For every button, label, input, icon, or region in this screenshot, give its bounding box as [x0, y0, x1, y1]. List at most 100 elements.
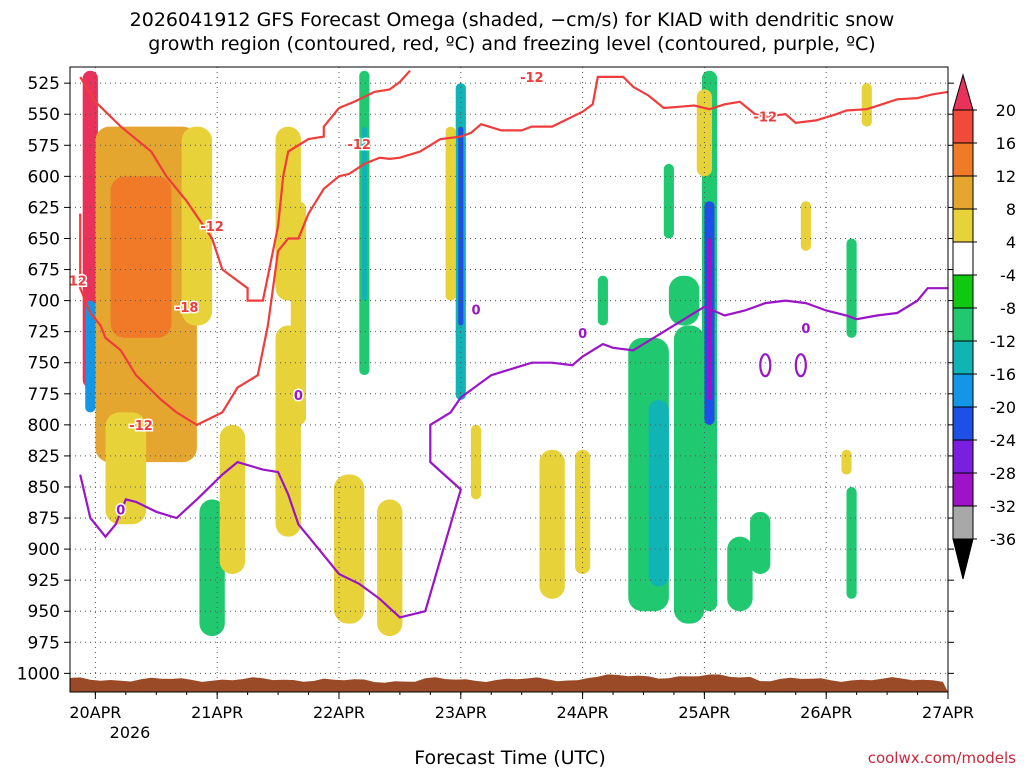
y-tick-label: 1000 [17, 664, 60, 684]
contour-label: -12 [754, 111, 778, 126]
x-axis: 20APR 21APR 22APR 23APR 24APR 25APR 26APR 27APR [69, 692, 974, 722]
y-tick-label: 950 [28, 602, 60, 622]
contour-label: 0 [116, 503, 125, 518]
colorbar-label: -24 [990, 431, 1016, 450]
omega-region [361, 126, 367, 301]
omega-region [85, 151, 96, 301]
credit-label: coolwx.com/models [868, 749, 1016, 767]
colorbar-label: -32 [990, 497, 1016, 516]
colorbar-label: 20 [996, 101, 1016, 120]
omega-region [750, 511, 771, 574]
contour-label: 0 [471, 303, 480, 318]
colorbar-swatch [952, 373, 974, 408]
colorbar-swatch [952, 406, 974, 441]
colorbar-top-arrow [952, 73, 974, 111]
x-tick-label: 24APR [557, 703, 609, 722]
dgz-contour-upper [79, 69, 411, 302]
y-tick-label: 900 [28, 540, 60, 560]
contour-labels: -12 -12 -18 -12 -12 -12 -12 0 0 0 0 0 [63, 69, 812, 519]
y-tick-label: 925 [28, 571, 60, 591]
contour-label: 0 [801, 322, 810, 337]
y-tick-label: 550 [28, 105, 60, 125]
x-tick-label: 23APR [435, 703, 487, 722]
freezing-level-loop [759, 353, 772, 378]
contour-label: -12 [200, 220, 224, 235]
colorbar-label: 8 [1006, 200, 1016, 219]
y-tick-label: 700 [28, 292, 60, 312]
omega-region [727, 536, 753, 612]
gridlines [70, 67, 948, 692]
colorbar-legend: 20 16 12 8 4 -4 -8 -12 -16 -20 -24 -28 -32 -36 [952, 73, 1016, 580]
contour-label: -12 [520, 71, 544, 86]
omega-region [458, 126, 464, 326]
dendritic-growth-contours [79, 69, 948, 427]
contour-label: -12 [129, 419, 153, 434]
omega-region [800, 201, 811, 251]
y-tick-label: 825 [28, 447, 60, 467]
omega-region [841, 449, 852, 475]
y-tick-label: 850 [28, 478, 60, 498]
x-tick-label: 25APR [678, 703, 730, 722]
colorbar-label: -36 [990, 530, 1016, 549]
omega-region [85, 300, 96, 413]
y-tick-label: 775 [28, 385, 60, 405]
omega-region [673, 325, 705, 624]
x-tick-label: 27APR [922, 703, 974, 722]
contour-label: -12 [63, 275, 87, 290]
chart-title-line-2: growth region (contoured, red, ºC) and f… [148, 33, 875, 55]
omega-region [110, 176, 172, 338]
colorbar-label: 12 [996, 167, 1016, 186]
omega-region [861, 83, 872, 127]
omega-region [445, 126, 456, 301]
colorbar-swatch [952, 109, 974, 144]
colorbar-label: -8 [1000, 299, 1016, 318]
x-axis-title: Forecast Time (UTC) [414, 747, 605, 768]
omega-region [290, 201, 306, 425]
omega-region [199, 499, 225, 637]
omega-region [846, 486, 857, 599]
colorbar-swatch [952, 439, 974, 474]
colorbar-label: -4 [1000, 266, 1016, 285]
y-tick-label: 750 [28, 354, 60, 374]
y-tick-label: 675 [28, 261, 60, 281]
omega-region [219, 424, 246, 574]
omega-region [539, 449, 565, 599]
y-tick-label: 975 [28, 633, 60, 653]
x-tick-label: 21APR [191, 703, 243, 722]
plot-area: -12 -12 -18 -12 -12 -12 -12 0 0 0 0 0 [63, 67, 948, 692]
colorbar-label: 16 [996, 134, 1016, 153]
contour-label: 0 [578, 327, 587, 342]
colorbar-label: -12 [990, 332, 1016, 351]
colorbar-swatch [952, 175, 974, 210]
colorbar-label: -28 [990, 464, 1016, 483]
colorbar-label: -16 [990, 365, 1016, 384]
omega-region [181, 126, 213, 326]
y-tick-label: 800 [28, 416, 60, 436]
y-tick-label: 600 [28, 167, 60, 187]
colorbar-swatch [952, 274, 974, 309]
contour-label: -18 [175, 301, 199, 316]
omega-region [648, 400, 669, 587]
colorbar-swatch [952, 208, 974, 243]
omega-region [574, 449, 591, 574]
colorbar-label: -20 [990, 398, 1016, 417]
omega-region [706, 238, 713, 401]
x-axis-year-label: 2026 [110, 723, 151, 742]
colorbar-bottom-arrow [952, 538, 974, 580]
freezing-level-contours [79, 287, 948, 619]
contour-label: 0 [294, 389, 303, 404]
omega-region [597, 275, 608, 326]
colorbar-swatch [952, 142, 974, 177]
colorbar-label: 4 [1006, 233, 1016, 252]
y-tick-label: 650 [28, 229, 60, 249]
terrain-fill [70, 674, 948, 692]
x-tick-label: 22APR [313, 703, 365, 722]
omega-region [333, 474, 365, 624]
dgz-contour-lower [79, 75, 948, 427]
chart-title-line-1: 2026041912 GFS Forecast Omega (shaded, −… [130, 9, 895, 31]
y-tick-label: 575 [28, 136, 60, 156]
omega-shading-layer [82, 70, 872, 637]
omega-region [470, 424, 482, 500]
colorbar-swatch [952, 472, 974, 507]
